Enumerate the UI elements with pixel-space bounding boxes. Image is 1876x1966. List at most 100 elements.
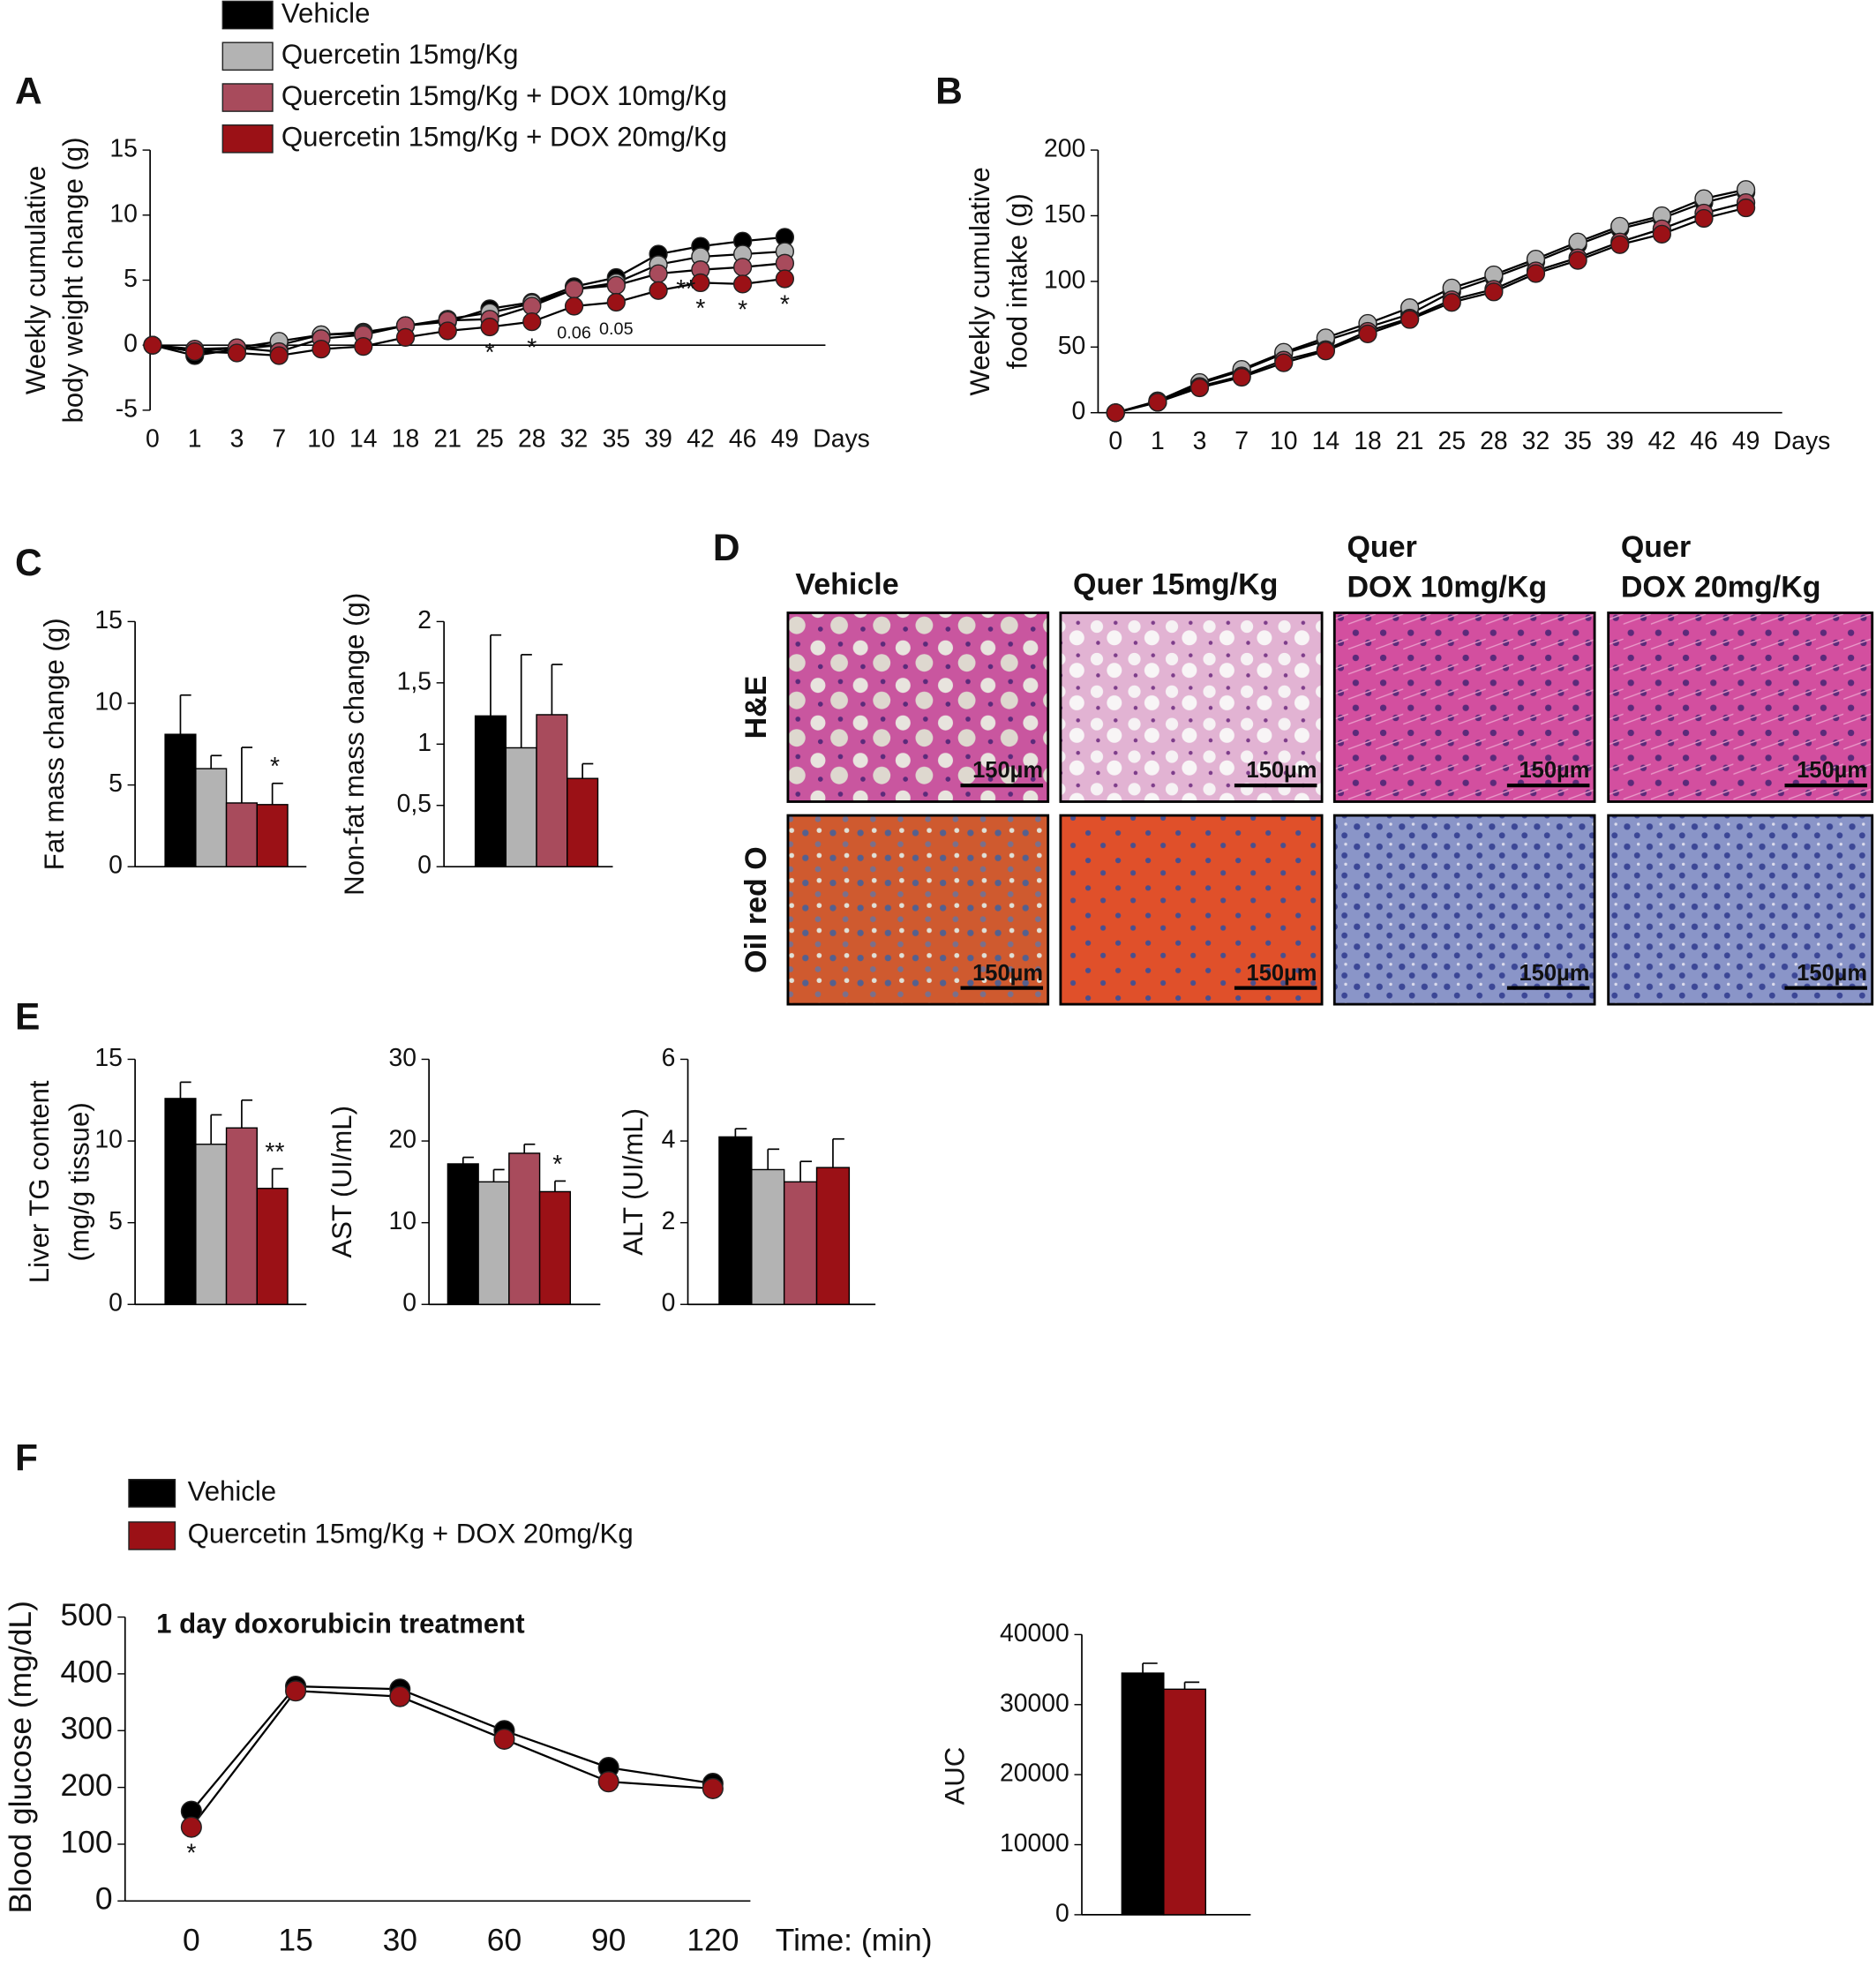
micrograph — [1059, 814, 1324, 1006]
scale-bar-label: 150µm — [1797, 961, 1867, 986]
annotation: * — [552, 1151, 562, 1179]
legend-swatch — [128, 1521, 176, 1550]
data-point — [311, 339, 331, 359]
data-point — [480, 317, 499, 337]
y-tick-label: 10000 — [1000, 1829, 1069, 1857]
y-tick-label: 30000 — [1000, 1689, 1069, 1717]
y-tick-label: 500 — [60, 1597, 112, 1632]
column-header: Quer 15mg/Kg — [1073, 568, 1278, 602]
micrograph — [1332, 814, 1596, 1006]
panel-letter: E — [15, 996, 40, 1038]
y-axis-label: Fat mass change (g) — [39, 618, 70, 870]
data-point — [185, 341, 205, 362]
x-axis-label: Time: (min) — [776, 1922, 933, 1957]
bar — [164, 1098, 197, 1305]
bar — [718, 1136, 753, 1305]
y-tick-label: 0 — [109, 1289, 123, 1317]
x-tick-label: 10 — [1270, 427, 1298, 455]
bar — [536, 714, 568, 867]
data-point — [1442, 293, 1461, 312]
data-point — [1568, 232, 1587, 251]
series-line — [152, 262, 785, 353]
micrograph — [1607, 814, 1874, 1006]
bar — [508, 1152, 541, 1305]
micrograph — [786, 814, 1050, 1006]
data-point — [649, 264, 668, 283]
x-tick-label: 28 — [518, 424, 546, 453]
x-tick-label: 1 — [1151, 427, 1165, 455]
panel-letter: D — [713, 528, 740, 569]
x-tick-label: 21 — [434, 424, 462, 453]
data-point — [522, 312, 542, 332]
annotation: ** — [676, 275, 695, 304]
panel-letter: A — [15, 71, 42, 113]
y-tick-label: 0 — [124, 330, 138, 358]
y-tick-label: 6 — [662, 1044, 676, 1072]
y-tick-label: 2 — [662, 1207, 676, 1235]
x-tick-label: 46 — [729, 424, 757, 453]
row-label: Oil red O — [739, 846, 773, 973]
y-tick-label: 10 — [109, 199, 138, 228]
x-tick-label: 14 — [1312, 427, 1340, 455]
data-point — [395, 327, 416, 347]
legend-swatch — [221, 41, 274, 71]
x-tick-label: 49 — [1732, 427, 1760, 455]
x-tick-label: 25 — [1437, 427, 1466, 455]
data-point — [564, 280, 584, 299]
bar — [195, 768, 228, 867]
x-tick-label: 32 — [1522, 427, 1550, 455]
column-header: Vehicle — [795, 568, 898, 602]
annotation: 0.06 — [557, 323, 591, 342]
bar — [783, 1181, 818, 1305]
x-tick-label: 7 — [272, 424, 286, 453]
data-point — [1652, 224, 1671, 244]
data-point — [1568, 251, 1587, 270]
annotation: * — [485, 339, 495, 367]
series-line — [1114, 201, 1746, 414]
legend-swatch — [221, 83, 274, 112]
data-point — [493, 1728, 515, 1750]
y-tick-label: 40000 — [1000, 1619, 1069, 1647]
y-tick-label: 300 — [60, 1711, 112, 1746]
scale-bar-label: 150µm — [1247, 961, 1317, 986]
data-point — [1148, 393, 1167, 412]
bar — [1163, 1688, 1207, 1916]
legend-swatch — [221, 124, 274, 154]
column-header: DOX 20mg/Kg — [1621, 571, 1821, 604]
y-tick-label: 5 — [109, 1207, 123, 1235]
y-tick-label: 30 — [388, 1044, 416, 1072]
scale-bar-label: 150µm — [1797, 758, 1867, 783]
y-tick-label: 1,5 — [397, 667, 431, 695]
y-tick-label: 150 — [1044, 200, 1085, 229]
x-axis-label: Days — [1774, 427, 1831, 455]
bar — [505, 747, 537, 867]
data-point — [438, 321, 457, 341]
column-header: DOX 10mg/Kg — [1347, 571, 1547, 604]
data-point — [1610, 216, 1630, 236]
data-point — [1526, 264, 1546, 283]
series-line — [190, 1685, 714, 1812]
data-point — [1484, 282, 1504, 302]
x-tick-label: 25 — [476, 424, 504, 453]
data-point — [227, 343, 247, 363]
x-tick-label: 3 — [1193, 427, 1207, 455]
series-line — [152, 277, 785, 357]
legend-label: Quercetin 15mg/Kg + DOX 20mg/Kg — [281, 122, 727, 153]
legend-label: Vehicle — [188, 1475, 277, 1506]
y-tick-label: 2 — [417, 606, 431, 634]
y-tick-label: 20000 — [1000, 1760, 1069, 1788]
y-tick-label: 15 — [94, 606, 123, 634]
x-tick-label: 46 — [1690, 427, 1718, 455]
data-point — [732, 274, 753, 294]
legend-label: Quercetin 15mg/Kg + DOX 10mg/Kg — [281, 80, 727, 111]
x-tick-label: 42 — [1648, 427, 1677, 455]
x-tick-label: 18 — [1354, 427, 1382, 455]
bar — [256, 1188, 289, 1305]
legend-swatch — [221, 0, 274, 30]
data-point — [775, 253, 795, 273]
row-label: H&E — [739, 676, 773, 739]
bar — [474, 715, 507, 867]
x-tick-label: 1 — [188, 424, 202, 453]
annotation: 0.05 — [599, 319, 634, 339]
